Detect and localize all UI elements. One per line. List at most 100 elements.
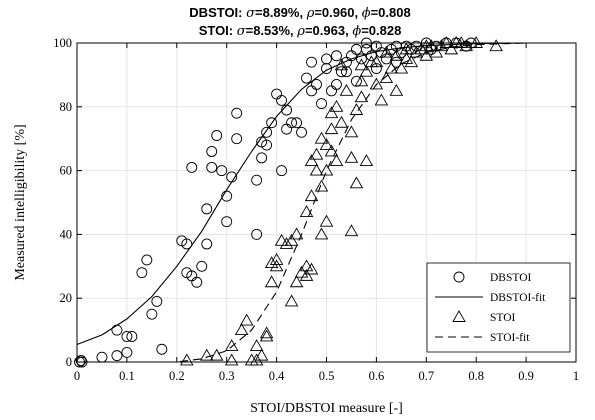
stoi-point bbox=[419, 39, 434, 52]
stoi-point bbox=[304, 154, 319, 166]
dbstoi-point bbox=[146, 308, 158, 320]
stoi-point bbox=[489, 39, 503, 52]
y-tick-label: 80 bbox=[60, 100, 73, 114]
stoi-point bbox=[389, 83, 404, 96]
dbstoi-point bbox=[296, 126, 307, 138]
dbstoi-point bbox=[111, 324, 123, 336]
dbstoi-point bbox=[306, 56, 317, 68]
stoi-point bbox=[274, 233, 289, 246]
dbstoi-point bbox=[301, 72, 312, 84]
stoi-point bbox=[404, 55, 419, 68]
stoi-point bbox=[374, 93, 389, 106]
dbstoi-point bbox=[311, 79, 322, 90]
stoi-point bbox=[379, 71, 394, 84]
stoi-point bbox=[354, 74, 369, 87]
dbstoi-point bbox=[360, 43, 372, 55]
dbstoi-point bbox=[196, 260, 208, 272]
legend-triangle-marker bbox=[452, 310, 466, 322]
dbstoi-point bbox=[281, 123, 293, 135]
dbstoi-point bbox=[261, 126, 273, 138]
dbstoi-point bbox=[206, 146, 218, 157]
dbstoi-point bbox=[221, 216, 233, 228]
stoi-point bbox=[324, 144, 339, 157]
x-tick-label: 0.2 bbox=[169, 369, 185, 383]
dbstoi-point bbox=[126, 331, 138, 342]
stoi-point bbox=[239, 313, 254, 326]
dbstoi-point bbox=[321, 63, 332, 74]
stoi-point bbox=[314, 227, 329, 240]
stoi-point bbox=[419, 48, 434, 61]
stoi-point bbox=[344, 125, 359, 138]
dbstoi-point bbox=[111, 350, 123, 362]
dbstoi-point bbox=[181, 238, 193, 250]
stoi-point bbox=[319, 214, 334, 227]
dbstoi-point bbox=[306, 85, 317, 97]
legend-label: DBSTOI bbox=[490, 272, 531, 284]
dbstoi-point bbox=[326, 85, 337, 97]
stoi-point bbox=[284, 233, 299, 246]
dbstoi-point bbox=[276, 165, 288, 177]
legend-circle-marker bbox=[453, 271, 465, 283]
stoi-point bbox=[444, 42, 459, 55]
stoi-point bbox=[264, 275, 279, 288]
stoi-point bbox=[359, 64, 374, 77]
y-tick-label: 40 bbox=[60, 227, 73, 241]
stoi-point bbox=[334, 58, 349, 71]
dbstoi-point bbox=[156, 343, 168, 355]
stoi-point bbox=[199, 348, 214, 361]
stoi-point bbox=[319, 163, 334, 176]
stoi-point bbox=[429, 45, 444, 58]
stoi-point bbox=[389, 48, 404, 61]
axis-ticks: 0 0.1 0.2 0.3 0.4 0.5 0.6 0.7 0.8 0.9 1 0 20 40 60 80 10… bbox=[53, 36, 579, 383]
stoi-point bbox=[364, 55, 379, 68]
dbstoi-point bbox=[251, 228, 263, 240]
x-tick-label: 0 bbox=[74, 369, 80, 383]
dbstoi-point bbox=[201, 203, 213, 215]
stoi-point bbox=[279, 237, 294, 249]
x-tick-label: 0.1 bbox=[119, 369, 135, 383]
stoi-point bbox=[384, 61, 399, 74]
stoi-point bbox=[334, 115, 349, 128]
stoi-point bbox=[349, 103, 364, 115]
dbstoi-point bbox=[341, 66, 352, 78]
dbstoi-point bbox=[211, 130, 223, 141]
title-line-stoi: STOI: σ=8.53%, ρ=0.963, ϕ=0.828 bbox=[199, 23, 402, 39]
stoi-point bbox=[254, 348, 269, 361]
stoi-point bbox=[349, 176, 364, 189]
title-line-dbstoi: DBSTOI: σ=8.89%, ρ=0.960, ϕ=0.808 bbox=[189, 5, 410, 21]
dbstoi-point bbox=[281, 104, 293, 116]
y-axis-label: Measured intelligibility [%] bbox=[13, 124, 28, 280]
dbstoi-point bbox=[331, 79, 342, 90]
stoi-point bbox=[399, 42, 414, 55]
dbstoi-point bbox=[350, 75, 362, 87]
stoi-point bbox=[379, 45, 394, 58]
stoi-point bbox=[234, 323, 249, 336]
stoi-point bbox=[324, 122, 339, 135]
legend: DBSTOI DBSTOI-fit STOI STOI-fit bbox=[426, 262, 571, 353]
dbstoi-point bbox=[186, 161, 198, 173]
dbstoi-point bbox=[201, 238, 213, 250]
stoi-point bbox=[269, 253, 284, 265]
legend-label: STOI bbox=[490, 312, 516, 324]
stoi-point bbox=[249, 353, 264, 366]
dbstoi-point bbox=[206, 161, 218, 173]
stoi-point bbox=[454, 36, 469, 48]
stoi-point bbox=[409, 45, 424, 58]
stoi-point bbox=[309, 163, 324, 176]
legend-label: DBSTOI-fit bbox=[490, 292, 546, 304]
dbstoi-point bbox=[261, 139, 273, 151]
stoi-point bbox=[264, 256, 279, 269]
x-axis-label: STOI/DBSTOI measure [-] bbox=[250, 401, 403, 416]
dbstoi-point bbox=[191, 276, 203, 288]
stoi-point bbox=[249, 339, 264, 351]
stoi-point bbox=[269, 259, 284, 272]
stoi-point bbox=[289, 227, 304, 240]
stoi-point bbox=[354, 58, 369, 71]
x-tick-label: 0.6 bbox=[369, 369, 385, 383]
stoi-point bbox=[284, 294, 299, 307]
dbstoi-point bbox=[141, 254, 153, 266]
dbstoi-point bbox=[221, 190, 233, 202]
stoi-point bbox=[369, 77, 384, 90]
y-tick-label: 0 bbox=[66, 355, 72, 369]
dbstoi-point bbox=[355, 53, 367, 65]
